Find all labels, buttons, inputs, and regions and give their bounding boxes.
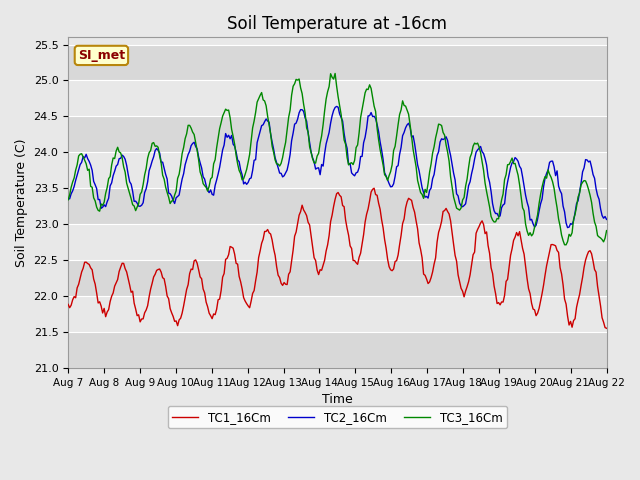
TC2_16Cm <box>64 196 72 202</box>
TC3_16Cm <box>300 101 307 107</box>
Bar <box>68 224 607 260</box>
TC1_16Cm <box>131 300 138 306</box>
Bar <box>68 81 607 117</box>
Legend: TC1_16Cm, TC2_16Cm, TC3_16Cm: TC1_16Cm, TC2_16Cm, TC3_16Cm <box>168 406 507 429</box>
TC1_16Cm <box>371 185 378 191</box>
TC3_16Cm <box>243 167 250 172</box>
TC1_16Cm <box>64 301 72 307</box>
TC2_16Cm <box>300 108 307 114</box>
TC1_16Cm <box>300 207 307 213</box>
TC2_16Cm <box>564 225 572 230</box>
Title: Soil Temperature at -16cm: Soil Temperature at -16cm <box>227 15 447 33</box>
TC1_16Cm <box>243 301 250 307</box>
Bar <box>68 188 607 224</box>
Text: SI_met: SI_met <box>78 49 125 62</box>
TC1_16Cm <box>603 325 611 331</box>
TC3_16Cm <box>225 107 232 113</box>
TC3_16Cm <box>576 191 584 196</box>
Bar <box>68 260 607 296</box>
Bar <box>68 45 607 81</box>
TC2_16Cm <box>576 189 584 195</box>
TC2_16Cm <box>603 216 611 222</box>
TC3_16Cm <box>252 109 259 115</box>
TC3_16Cm <box>131 203 138 209</box>
Line: TC1_16Cm: TC1_16Cm <box>68 188 607 328</box>
TC2_16Cm <box>225 132 232 138</box>
Line: TC3_16Cm: TC3_16Cm <box>68 73 607 245</box>
Bar <box>68 296 607 332</box>
TC1_16Cm <box>574 298 582 303</box>
Bar <box>68 117 607 153</box>
Bar <box>68 153 607 188</box>
Y-axis label: Soil Temperature (C): Soil Temperature (C) <box>15 139 28 267</box>
TC3_16Cm <box>332 71 339 76</box>
TC1_16Cm <box>225 252 232 258</box>
Bar <box>68 332 607 368</box>
TC3_16Cm <box>603 228 611 233</box>
TC2_16Cm <box>243 181 250 187</box>
X-axis label: Time: Time <box>322 394 353 407</box>
TC2_16Cm <box>252 157 259 163</box>
TC2_16Cm <box>333 104 340 109</box>
TC3_16Cm <box>64 197 72 203</box>
Line: TC2_16Cm: TC2_16Cm <box>68 107 607 228</box>
TC1_16Cm <box>252 278 259 284</box>
TC2_16Cm <box>131 198 138 204</box>
TC3_16Cm <box>562 242 570 248</box>
